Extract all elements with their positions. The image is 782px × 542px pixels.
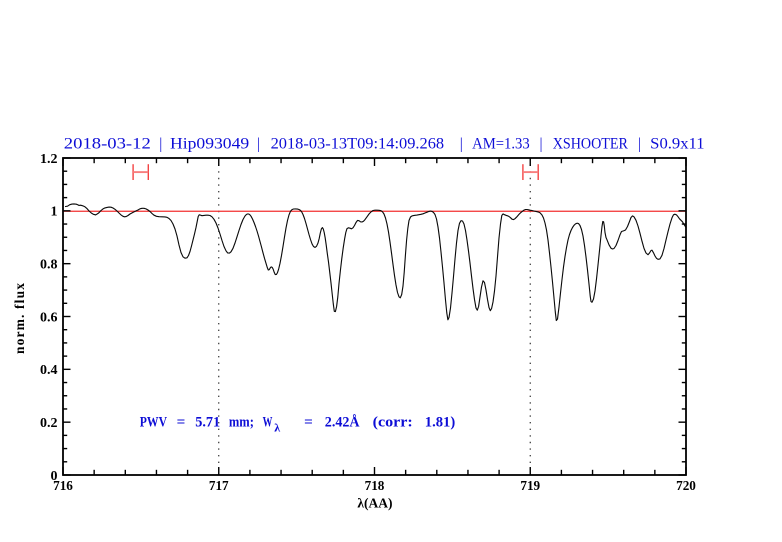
- svg-text:0.4: 0.4: [40, 363, 58, 378]
- svg-text:W: W: [263, 414, 273, 430]
- svg-text:716: 716: [53, 478, 73, 493]
- svg-text:719: 719: [520, 478, 540, 493]
- svg-text:2018-03-13T09:14:09.268: 2018-03-13T09:14:09.268: [271, 136, 445, 153]
- svg-text:S0.9x11: S0.9x11: [650, 136, 704, 153]
- svg-text:5.71: 5.71: [195, 414, 220, 430]
- svg-text:|: |: [638, 136, 641, 153]
- svg-text:2.42Å: 2.42Å: [325, 414, 360, 430]
- svg-text:λ(AA): λ(AA): [357, 495, 392, 510]
- svg-text:|: |: [257, 136, 260, 153]
- svg-text:|: |: [159, 136, 162, 153]
- svg-text:0.8: 0.8: [40, 258, 58, 273]
- svg-text:717: 717: [209, 478, 229, 493]
- svg-text:mm;: mm;: [229, 414, 254, 430]
- svg-text:0: 0: [51, 469, 58, 484]
- svg-text:720: 720: [676, 478, 696, 493]
- svg-text:718: 718: [365, 478, 385, 493]
- svg-text:AM=1.33: AM=1.33: [472, 136, 530, 153]
- svg-text:0.2: 0.2: [40, 416, 58, 431]
- svg-text:XSHOOTER: XSHOOTER: [553, 136, 629, 153]
- svg-text:(corr:: (corr:: [373, 414, 413, 430]
- svg-text:λ: λ: [274, 421, 280, 435]
- svg-text:1: 1: [51, 205, 58, 220]
- svg-text:norm. flux: norm. flux: [12, 283, 27, 354]
- svg-text:PWV: PWV: [140, 414, 167, 430]
- svg-text:=: =: [177, 414, 186, 430]
- svg-text:|: |: [539, 136, 542, 153]
- svg-text:=: =: [304, 414, 313, 430]
- svg-text:0.6: 0.6: [40, 310, 58, 325]
- svg-text:2018-03-12: 2018-03-12: [64, 136, 151, 153]
- svg-text:Hip093049: Hip093049: [170, 136, 250, 153]
- svg-text:1.81): 1.81): [425, 414, 455, 430]
- svg-text:|: |: [460, 136, 463, 153]
- svg-text:1.2: 1.2: [40, 152, 58, 167]
